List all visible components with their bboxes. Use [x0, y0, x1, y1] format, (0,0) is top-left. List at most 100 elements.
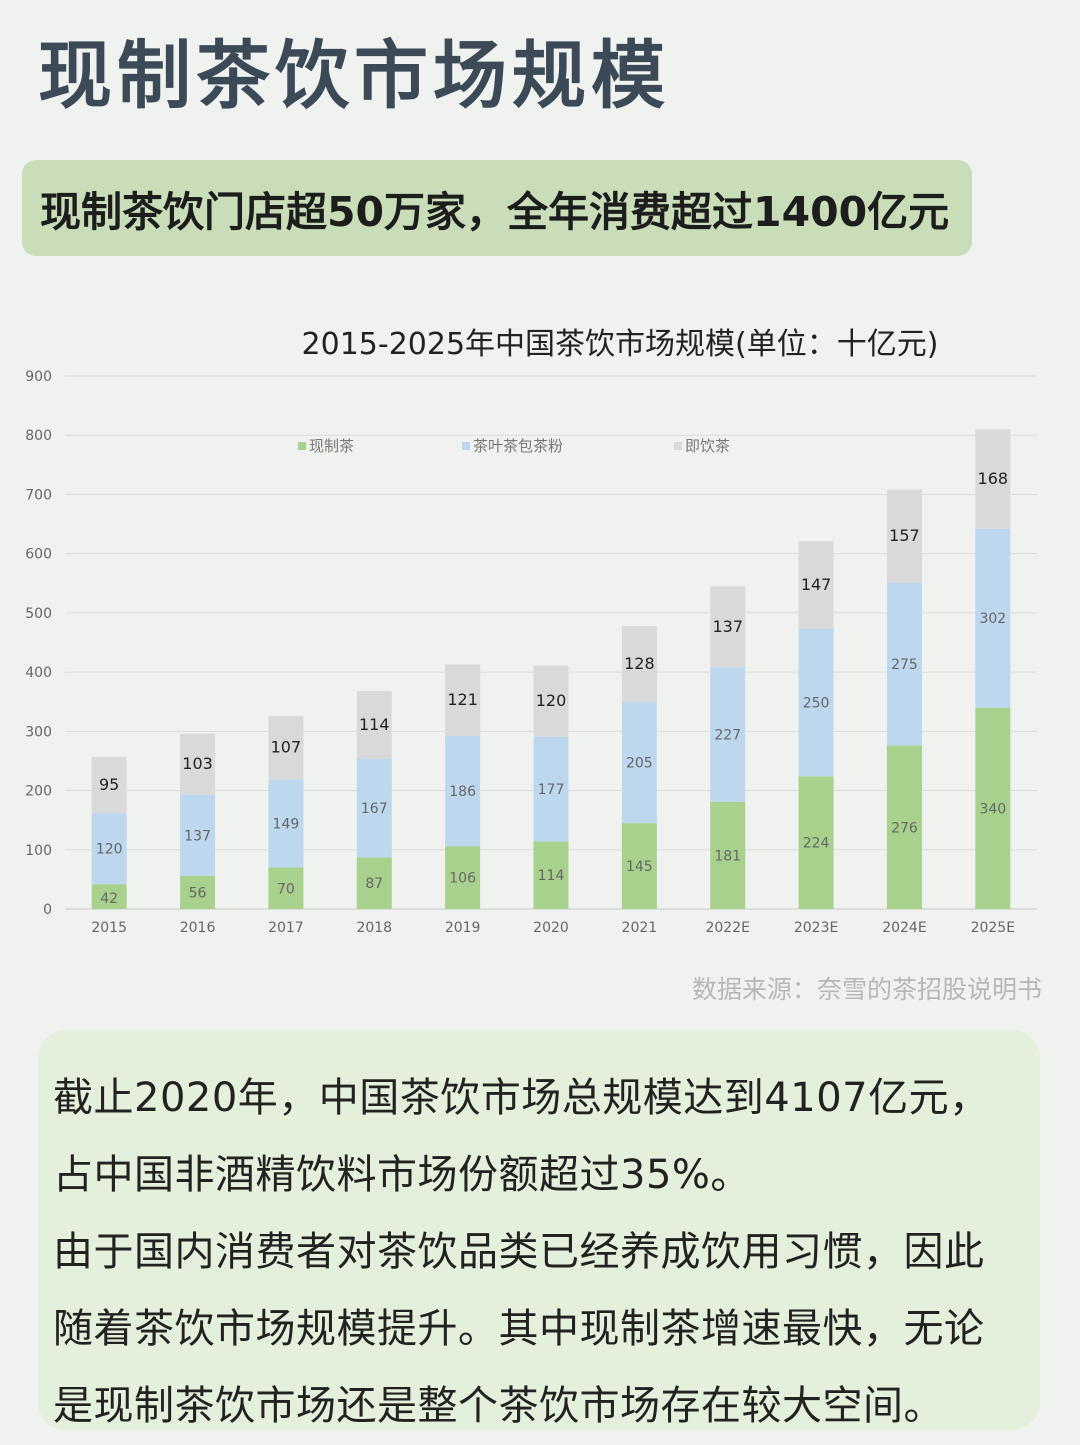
y-tick-label: 600 [25, 547, 52, 563]
data-label: 205 [626, 755, 653, 771]
data-label: 121 [447, 690, 478, 709]
data-label: 157 [889, 526, 920, 545]
data-label: 186 [449, 784, 476, 800]
bar-segment [798, 776, 834, 909]
bar-segment [356, 758, 392, 858]
bar-segment [798, 541, 834, 629]
data-label: 177 [538, 782, 565, 798]
bar-segment [356, 857, 392, 909]
bar-segment [180, 733, 216, 795]
x-tick-label: 2022E [705, 920, 749, 936]
data-label: 275 [891, 657, 918, 673]
bar-segment [180, 875, 216, 909]
summary-line: 随着茶饮市场规模提升。其中现制茶增速最快，无论 [53, 1306, 985, 1352]
data-label: 42 [100, 891, 118, 907]
data-label: 340 [979, 801, 1006, 817]
summary-line: 占中国非酒精饮料市场份额超过35%。 [53, 1152, 751, 1198]
data-label: 114 [538, 868, 565, 884]
y-tick-label: 800 [25, 428, 52, 444]
bar-segment [180, 794, 216, 876]
bar-segment [975, 528, 1011, 708]
data-label: 149 [273, 816, 300, 832]
headline-banner: 现制茶饮门店超50万家，全年消费超过1400亿元 [22, 160, 972, 256]
headline-text: 现制茶饮门店超50万家，全年消费超过1400亿元 [40, 188, 950, 236]
bar-segment [533, 665, 569, 737]
bar-segment [91, 756, 127, 814]
data-label: 87 [365, 876, 383, 892]
bar-segment [621, 625, 657, 702]
data-label: 181 [714, 848, 741, 864]
bar-segment [268, 779, 304, 868]
summary-line: 截止2020年，中国茶饮市场总规模达到4107亿元， [53, 1075, 990, 1121]
data-label: 56 [189, 885, 207, 901]
data-label: 276 [891, 820, 918, 836]
x-tick-label: 2016 [180, 920, 216, 936]
bar-segment [621, 823, 657, 909]
bar-segment [445, 664, 481, 737]
x-tick-label: 2024E [882, 920, 926, 936]
bar-segment [356, 691, 392, 759]
market-size-chart: 2015-2025年中国茶饮市场规模(单位：十亿元) 0 100 200 300 400 5… [25, 327, 1037, 936]
chart-title: 2015-2025年中国茶饮市场规模(单位：十亿元) [302, 327, 939, 362]
page-title: 现制茶饮市场规模 [38, 33, 670, 119]
bar-segment [533, 736, 569, 842]
data-label: 103 [182, 754, 213, 773]
bar-segment [886, 582, 922, 746]
data-label: 114 [359, 715, 390, 734]
x-tick-label: 2020 [533, 920, 569, 936]
x-tick-label: 2018 [356, 920, 392, 936]
data-label: 145 [626, 859, 653, 875]
legend-swatch [674, 442, 682, 450]
bar-segment [975, 707, 1011, 909]
y-tick-label: 400 [25, 665, 52, 681]
y-tick-label: 300 [25, 724, 52, 740]
bar-segment [975, 429, 1011, 529]
data-label: 168 [978, 469, 1009, 488]
x-tick-label: 2015 [91, 920, 127, 936]
legend-swatch [462, 442, 470, 450]
data-label: 107 [271, 738, 302, 757]
y-tick-label: 200 [25, 784, 52, 800]
data-label: 227 [714, 728, 741, 744]
summary-line: 由于国内消费者对茶饮品类已经养成饮用习惯，因此 [53, 1229, 985, 1275]
data-label: 167 [361, 801, 388, 817]
data-label: 70 [277, 881, 295, 897]
data-label: 120 [536, 691, 567, 710]
bar-segment [710, 667, 746, 802]
legend-label: 现制茶 [309, 437, 354, 455]
bar-segment [445, 736, 481, 847]
bar-segment [268, 715, 304, 780]
data-label: 137 [184, 828, 211, 844]
bar-segment [268, 867, 304, 909]
data-source: 数据来源：奈雪的茶招股说明书 [691, 975, 1042, 1004]
data-label: 128 [624, 654, 655, 673]
x-tick-label: 2021 [622, 920, 658, 936]
data-label: 95 [99, 775, 119, 794]
summary-panel: 截止2020年，中国茶饮市场总规模达到4107亿元， 占中国非酒精饮料市场份额超… [38, 1030, 1040, 1430]
y-tick-label: 700 [25, 487, 52, 503]
bar-segment [621, 701, 657, 824]
x-tick-label: 2019 [445, 920, 481, 936]
bar-segment [91, 884, 127, 909]
data-label: 302 [979, 611, 1006, 627]
legend-label: 茶叶茶包茶粉 [473, 437, 563, 455]
bar-segment [445, 846, 481, 909]
data-label: 250 [803, 695, 830, 711]
data-label: 106 [449, 871, 476, 887]
legend-label: 即饮茶 [685, 437, 730, 455]
bar-segment [533, 841, 569, 909]
data-label: 137 [712, 617, 743, 636]
data-label: 224 [803, 836, 830, 852]
bar-segment [886, 745, 922, 909]
bar-segment [886, 489, 922, 583]
y-tick-label: 0 [43, 902, 52, 918]
bar-segment [798, 628, 834, 777]
y-tick-label: 500 [25, 606, 52, 622]
bar-segment [91, 813, 127, 885]
x-tick-label: 2017 [268, 920, 304, 936]
data-label: 147 [801, 575, 832, 594]
bar-segment [710, 586, 746, 668]
summary-line: 是现制茶饮市场还是整个茶饮市场存在较大空间。 [53, 1383, 944, 1429]
data-label: 120 [96, 842, 123, 858]
bar-segment [710, 801, 746, 909]
